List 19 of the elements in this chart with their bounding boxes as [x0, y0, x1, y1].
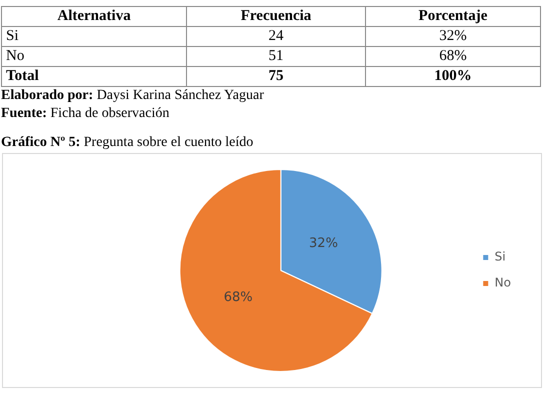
text: 68%: [365, 46, 540, 66]
text: 24: [186, 26, 366, 46]
data-label: 32%: [309, 236, 338, 251]
text: 100%: [365, 66, 540, 86]
text: Frecuencia: [186, 6, 366, 26]
text: 75: [186, 66, 366, 86]
text: 51: [186, 46, 366, 66]
text: Porcentaje: [365, 6, 540, 26]
text: Elaborado por: Daysi Karina Sánchez Yaguar: [1, 87, 265, 105]
chart-title: Gráfico Nº 5: Pregunta sobre el cuento leído: [1, 135, 254, 151]
source-note: Fuente: Ficha de observación: [1, 105, 170, 123]
text: Total: [2, 66, 187, 86]
text: 32%: [365, 26, 540, 46]
text: Si: [2, 26, 187, 46]
legend-label: No: [494, 276, 512, 290]
text: Alternativa: [2, 6, 187, 26]
data-label: 68%: [224, 290, 253, 305]
legend-label: Si: [494, 250, 506, 264]
text: No: [2, 46, 187, 66]
